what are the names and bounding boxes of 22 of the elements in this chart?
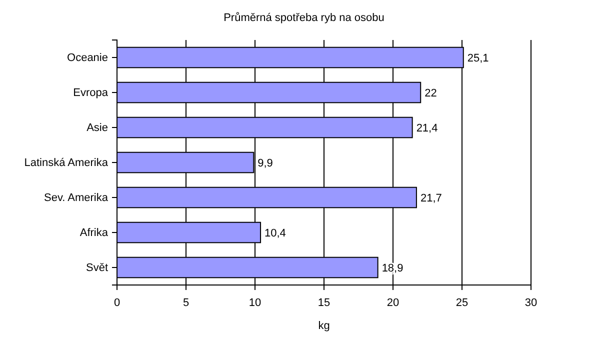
x-axis-title: kg [318, 320, 330, 332]
y-tick-label: Oceanie [67, 52, 108, 64]
data-label: 25,1 [467, 52, 489, 64]
data-label: 21,4 [416, 122, 438, 134]
data-label: 22 [424, 87, 437, 100]
y-tick-label: Latinská Amerika [24, 157, 109, 170]
x-tick-label: 25 [456, 296, 468, 309]
data-label: 21,7 [420, 192, 442, 204]
x-tick-label: 15 [318, 296, 330, 309]
x-tick-label: 10 [248, 296, 262, 309]
y-tick-label: Afrika [80, 227, 109, 240]
data-label: 10,4 [264, 227, 286, 240]
x-tick-label: 5 [182, 296, 190, 309]
y-tick-label: Sev. Amerika [44, 192, 109, 204]
x-tick-label: 0 [114, 296, 120, 309]
data-label: 9,9 [258, 157, 273, 170]
y-tick-label: Svět [86, 262, 108, 274]
y-tick-label: Asie [86, 122, 108, 134]
y-tick-label: Evropa [73, 87, 109, 100]
chart-title: Průměrná spotřeba ryb na osobu [224, 12, 384, 24]
x-tick-label: 30 [524, 296, 538, 309]
x-tick-label: 20 [386, 296, 400, 309]
